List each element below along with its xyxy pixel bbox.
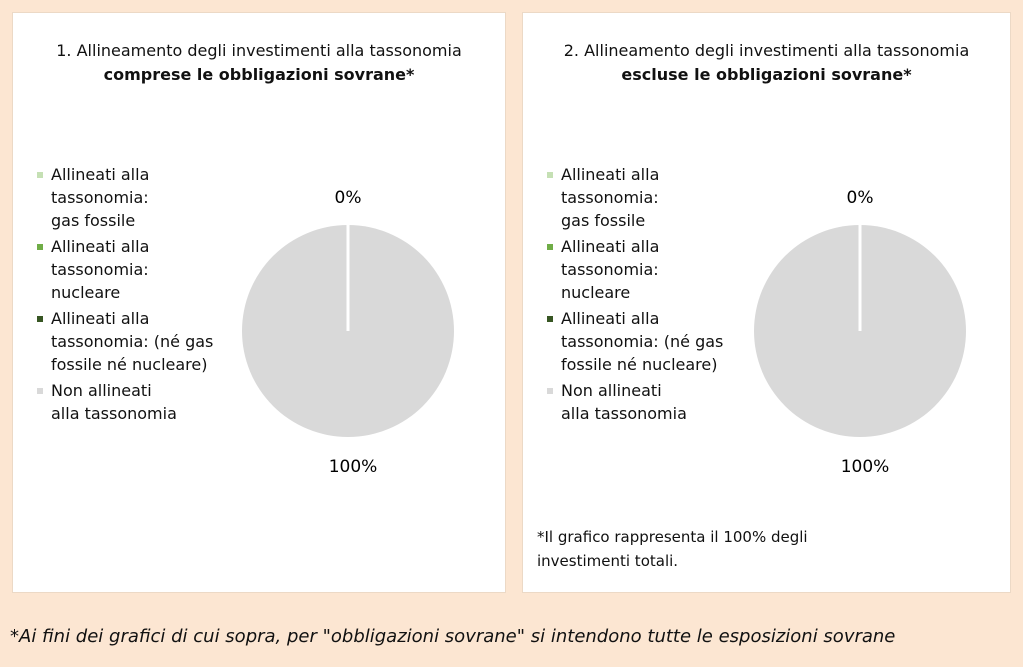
legend-item: Allineati alla tassonomia: gas fossile <box>37 163 213 232</box>
legend-swatch <box>37 244 43 250</box>
data-label: 100% <box>841 457 890 477</box>
legend-item: Non allineati alla tassonomia <box>547 379 723 425</box>
legend-swatch <box>37 316 43 322</box>
legend: Allineati alla tassonomia: gas fossile Al… <box>547 163 723 428</box>
title-line: 2. Allineamento degli investimenti alla … <box>563 41 970 60</box>
chart-title: 1. Allineamento degli investimenti alla … <box>13 39 505 87</box>
legend-label: Allineati alla tassonomia: (né gas fossi… <box>51 309 214 374</box>
chart-title: 2. Allineamento degli investimenti alla … <box>523 39 1010 87</box>
legend-label: Non allineati alla tassonomia <box>51 381 177 423</box>
legend: Allineati alla tassonomia: gas fossile Al… <box>37 163 213 428</box>
legend-label: Allineati alla tassonomia: gas fossile <box>51 165 150 230</box>
note: *Il grafico rappresenta il 100% degli in… <box>537 528 808 570</box>
title-line: 1. Allineamento degli investimenti alla … <box>56 41 462 60</box>
subtitle: comprese le obbligazioni sovrane* <box>103 65 415 84</box>
pie-chart: 0% 100% <box>754 188 966 477</box>
legend-swatch <box>547 388 553 394</box>
legend-item: Allineati alla tassonomia: nucleare <box>547 235 723 304</box>
legend-swatch <box>547 172 553 178</box>
legend-label: Non allineati alla tassonomia <box>561 381 687 423</box>
legend-label: Allineati alla tassonomia: (né gas fossi… <box>561 309 724 374</box>
legend-label: Allineati alla tassonomia: gas fossile <box>561 165 660 230</box>
legend-item: Allineati alla tassonomia: (né gas fossi… <box>37 307 213 376</box>
legend-label: Allineati alla tassonomia: nucleare <box>51 237 150 302</box>
pie-chart: 0% 100% <box>242 188 454 477</box>
legend-label: Allineati alla tassonomia: nucleare <box>561 237 660 302</box>
legend-swatch <box>547 316 553 322</box>
data-label: 0% <box>847 188 874 208</box>
subtitle: escluse le obbligazioni sovrane* <box>621 65 912 84</box>
data-label: 0% <box>335 188 362 208</box>
footer: *Ai fini dei grafici di cui sopra, per "… <box>10 626 896 647</box>
legend-item: Allineati alla tassonomia: gas fossile <box>547 163 723 232</box>
legend-item: Allineati alla tassonomia: (né gas fossi… <box>547 307 723 376</box>
legend-swatch <box>37 388 43 394</box>
legend-item: Allineati alla tassonomia: nucleare <box>37 235 213 304</box>
panel: 2. Allineamento degli investimenti alla … <box>522 12 1011 593</box>
panel: 1. Allineamento degli investimenti alla … <box>12 12 506 593</box>
legend-swatch <box>547 244 553 250</box>
legend-swatch <box>37 172 43 178</box>
data-label: 100% <box>329 457 378 477</box>
legend-item: Non allineati alla tassonomia <box>37 379 213 425</box>
